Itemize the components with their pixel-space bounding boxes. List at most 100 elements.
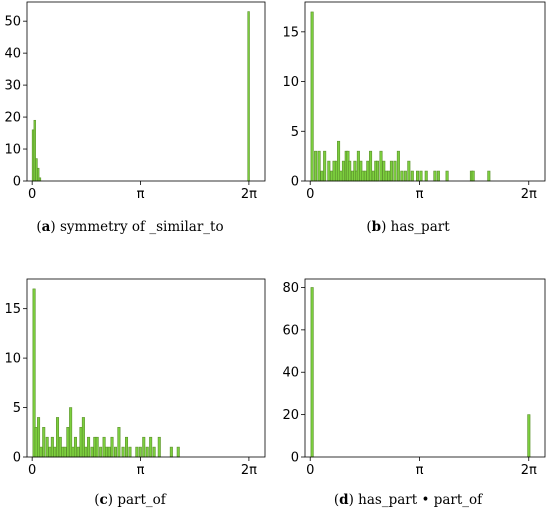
bar-b-33: [396, 150, 400, 182]
caption-d-letter: d: [339, 492, 349, 508]
bar-b-18: [356, 150, 360, 182]
bar-b-22: [366, 160, 370, 182]
bar-c-10: [58, 436, 62, 458]
y-tick-label-b-3: 15: [282, 25, 299, 40]
bar-c-8: [53, 446, 57, 458]
caption-b-letter: b: [371, 219, 382, 235]
bar-c-19: [81, 417, 85, 458]
bar-c-33: [125, 436, 129, 458]
bar-c-34: [128, 446, 132, 458]
y-tick-label-c-2: 10: [4, 352, 21, 367]
bar-b-5: [327, 160, 331, 182]
y-tick-label-d-2: 40: [282, 366, 299, 381]
x-tick-label-d-0: 0: [306, 463, 314, 478]
axes-frame-a: [26, 1, 266, 182]
bar-c-11: [61, 446, 65, 458]
bar-b-35: [403, 170, 407, 182]
x-tick-label-c-0: 0: [28, 463, 36, 478]
bar-d-0: [310, 287, 314, 458]
bar-c-20: [84, 446, 88, 458]
caption-d-text: has_part • part_of: [358, 492, 483, 508]
bar-b-15: [350, 170, 354, 182]
bar-b-10: [339, 170, 343, 182]
bar-c-36: [138, 446, 142, 458]
bar-b-29: [384, 170, 388, 182]
caption-c-text: part_of: [117, 492, 166, 508]
bar-c-4: [42, 427, 46, 458]
y-tick-label-a-0: 0: [13, 175, 21, 190]
bar-c-15: [71, 446, 75, 458]
bar-b-27: [379, 150, 383, 182]
bar-c-25: [99, 446, 103, 458]
bar-c-18: [79, 427, 83, 458]
caption-a-letter: a: [41, 219, 51, 235]
bar-c-3: [39, 446, 43, 458]
x-tick-label-a-0: 0: [28, 187, 36, 202]
bar-c-29: [110, 436, 114, 458]
bar-b-36: [407, 160, 411, 182]
bar-c-35: [135, 446, 139, 458]
x-tick-label-a-1: π: [137, 187, 145, 202]
x-tick-label-a-2: 2π: [241, 187, 257, 202]
bar-c-39: [149, 436, 153, 458]
bar-c-38: [145, 446, 149, 458]
bar-c-23: [93, 436, 97, 458]
bar-b-41: [433, 170, 437, 182]
caption-b-text: has_part: [390, 219, 450, 235]
bar-a-4: [38, 177, 42, 182]
axes-frame-d: [304, 278, 546, 458]
bar-b-37: [410, 170, 414, 182]
bar-c-6: [48, 446, 52, 458]
bar-c-26: [102, 436, 106, 458]
bar-b-42: [436, 170, 440, 182]
bar-b-39: [419, 170, 423, 182]
axes-frame-c: [26, 278, 266, 458]
caption-d: (d) has_part • part_of: [333, 492, 483, 508]
y-tick-label-c-0: 0: [13, 451, 21, 466]
bar-b-21: [363, 170, 367, 182]
bar-c-5: [45, 436, 49, 458]
x-tick-label-d-2: 2π: [521, 463, 537, 478]
y-tick-label-b-1: 5: [291, 125, 299, 140]
y-tick-label-a-3: 30: [4, 79, 21, 94]
bar-b-4: [323, 150, 327, 182]
bar-c-42: [169, 446, 173, 458]
bar-b-1: [314, 150, 318, 182]
bar-d-1: [527, 414, 531, 458]
bar-c-12: [63, 446, 67, 458]
y-tick-label-d-4: 80: [282, 281, 299, 296]
bar-c-9: [56, 417, 60, 458]
y-tick-label-d-0: 0: [291, 451, 299, 466]
bar-c-40: [152, 446, 156, 458]
bar-b-24: [371, 170, 375, 182]
y-tick-label-b-2: 10: [282, 75, 299, 90]
x-tick-label-b-2: 2π: [521, 187, 537, 202]
caption-c: (c) part_of: [94, 492, 166, 508]
caption-a-text: symmetry of _similar_to: [59, 219, 224, 235]
bar-b-34: [400, 170, 404, 182]
bar-b-31: [389, 160, 393, 182]
bar-b-46: [487, 170, 491, 182]
bar-c-17: [76, 446, 80, 458]
bar-b-6: [330, 170, 334, 182]
x-tick-label-b-0: 0: [306, 187, 314, 202]
chart-b: 0 π 2π 0 5 10 15: [282, 1, 546, 202]
x-tick-label-c-1: π: [137, 463, 145, 478]
y-tick-label-c-3: 15: [4, 302, 21, 317]
bar-c-13: [66, 427, 70, 458]
bar-c-32: [121, 446, 125, 458]
bar-c-28: [107, 446, 111, 458]
bar-c-37: [142, 436, 146, 458]
y-tick-label-c-1: 5: [13, 401, 21, 416]
chart-c: 0 π 2π 0 5 10 15: [4, 278, 266, 478]
bar-b-43: [445, 170, 449, 182]
bar-c-43: [176, 446, 180, 458]
bar-b-45: [471, 170, 475, 182]
bar-c-27: [104, 446, 109, 458]
chart-d: 0 π 2π 0 20 40 60 80: [282, 278, 546, 478]
bar-b-40: [424, 170, 428, 182]
bar-c-16: [73, 436, 77, 458]
bar-b-11: [341, 160, 345, 182]
y-tick-label-a-5: 50: [4, 15, 21, 30]
